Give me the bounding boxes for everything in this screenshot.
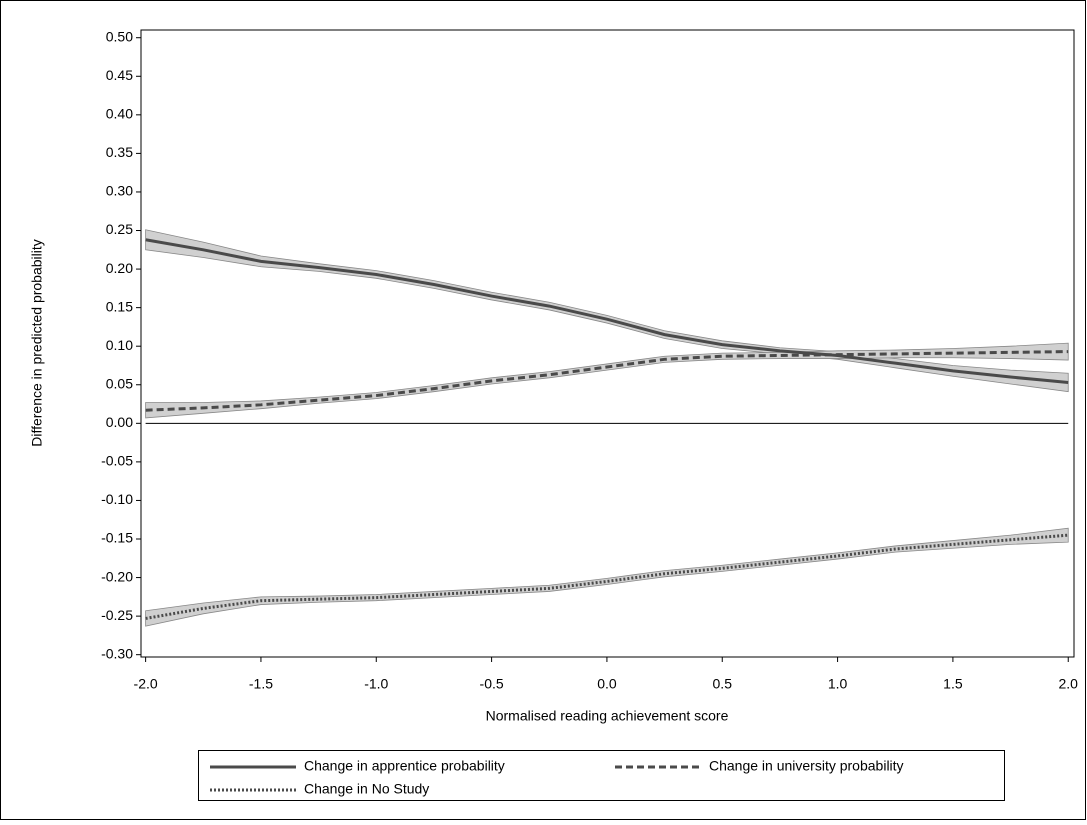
y-tick-label: 0.15	[106, 298, 133, 314]
y-tick-label: 0.40	[106, 106, 133, 122]
confidence-band	[145, 527, 1069, 627]
x-tick-label: 0.0	[597, 676, 617, 692]
x-tick-label: -1.5	[249, 676, 273, 692]
y-tick-label: -0.25	[101, 607, 133, 623]
plot-frame	[140, 29, 1075, 658]
x-axis-label: Normalised reading achievement score	[486, 708, 729, 724]
x-tick-label: -2.0	[134, 676, 158, 692]
series-line	[145, 350, 1069, 412]
x-tick-label: -0.5	[480, 676, 504, 692]
y-tick-label: 0.45	[106, 67, 133, 83]
y-tick-label: 0.50	[106, 28, 133, 44]
legend-label: Change in apprentice probability	[304, 758, 505, 774]
confidence-band	[145, 342, 1069, 419]
x-tick-label: 2.0	[1058, 676, 1078, 692]
y-tick-label: 0.30	[106, 183, 133, 199]
x-tick-label: 1.5	[943, 676, 963, 692]
x-tick-label: 0.5	[713, 676, 733, 692]
y-tick-label: -0.10	[101, 491, 133, 507]
y-tick-label: 0.35	[106, 144, 133, 160]
y-tick-label: 0.20	[106, 260, 133, 276]
y-tick-label: -0.15	[101, 530, 133, 546]
confidence-band	[145, 229, 1069, 393]
x-tick-label: 1.0	[828, 676, 848, 692]
y-tick-label: 0.25	[106, 221, 133, 237]
y-tick-label: -0.05	[101, 453, 133, 469]
legend-label: Change in No Study	[304, 781, 429, 797]
y-tick-label: 0.10	[106, 337, 133, 353]
y-tick-label: -0.20	[101, 568, 133, 584]
series-line	[145, 533, 1069, 620]
y-tick-label: -0.30	[101, 645, 133, 661]
y-tick-label: 0.05	[106, 375, 133, 391]
x-tick-label: -1.0	[364, 676, 388, 692]
legend-box	[198, 750, 1005, 801]
series-line	[145, 238, 1069, 384]
y-axis-label: Difference in predicted probability	[29, 239, 45, 447]
y-tick-label: 0.00	[106, 414, 133, 430]
legend-label: Change in university probability	[709, 758, 904, 774]
